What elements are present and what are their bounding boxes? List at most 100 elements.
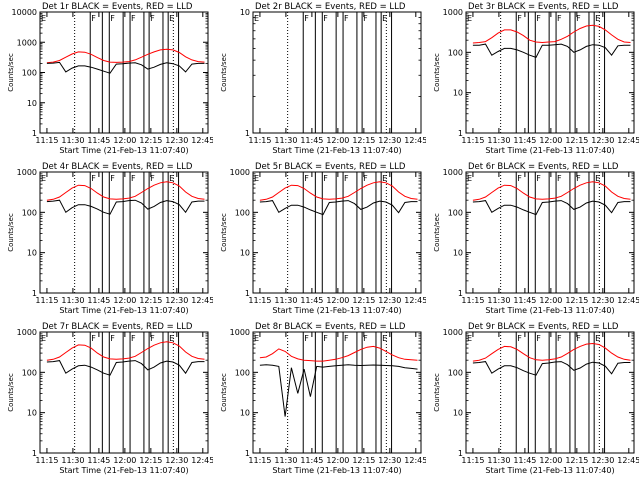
- series-line: [259, 181, 418, 201]
- interval-band: [593, 331, 606, 454]
- x-tick-label: 12:15: [139, 296, 162, 305]
- y-tick-label: 1: [245, 449, 250, 458]
- band-label: F: [517, 14, 522, 23]
- x-tick-label: 12:30: [591, 456, 614, 465]
- band-label: E: [254, 334, 259, 343]
- interval-band: [129, 171, 145, 294]
- interval-band: [148, 171, 164, 294]
- band-label: F: [363, 334, 368, 343]
- x-tick-label: 12:45: [617, 296, 639, 305]
- y-tick-label: 1: [32, 129, 37, 138]
- x-tick-label: 11:30: [274, 136, 297, 145]
- interval-band: [167, 331, 180, 454]
- band-label: F: [344, 174, 349, 183]
- x-axis-label: Start Time (21-Feb-13 11:07:40): [485, 306, 614, 315]
- x-tick-label: 12:15: [352, 296, 375, 305]
- y-tick-label: 1: [245, 129, 250, 138]
- x-tick-label: 12:30: [165, 136, 188, 145]
- band-label: F: [131, 174, 136, 183]
- plot-frame: [39, 331, 209, 454]
- y-tick-label: 1: [458, 129, 463, 138]
- chart-title: Det 5r BLACK = Events, RED = LLD: [255, 162, 406, 172]
- x-tick-label: 12:00: [113, 136, 136, 145]
- x-tick-label: 11:30: [274, 456, 297, 465]
- interval-band: [380, 331, 393, 454]
- y-axis-label: Counts/sec: [7, 213, 15, 252]
- plot-frame: [252, 11, 422, 134]
- x-tick-label: 11:15: [35, 456, 58, 465]
- x-tick-label: 11:15: [248, 456, 271, 465]
- y-tick-label: 1: [245, 289, 250, 298]
- x-axis-label: Start Time (21-Feb-13 11:07:40): [272, 146, 401, 155]
- series-line: [46, 181, 205, 201]
- y-tick-label: 10: [240, 409, 250, 418]
- chart-title: Det 7r BLACK = Events, RED = LLD: [42, 322, 193, 332]
- x-tick-label: 12:30: [378, 456, 401, 465]
- series-line: [472, 24, 631, 44]
- interval-band: [302, 331, 316, 454]
- interval-band: [342, 11, 358, 134]
- y-tick-label: 100: [22, 208, 37, 217]
- interval-band: [148, 331, 164, 454]
- band-label: F: [91, 14, 96, 23]
- band-label: F: [344, 14, 349, 23]
- detector-panel: Det 8r BLACK = Events, RED = LLD F F F F E E 1 1…: [213, 320, 426, 480]
- y-axis-label: Counts/sec: [220, 213, 228, 252]
- x-tick-label: 12:15: [139, 136, 162, 145]
- x-tick-label: 11:45: [300, 456, 323, 465]
- x-tick-label: 12:45: [617, 456, 639, 465]
- band-label: F: [150, 14, 155, 23]
- band-label: E: [169, 14, 174, 23]
- band-label: F: [304, 174, 309, 183]
- x-tick-label: 11:15: [461, 296, 484, 305]
- interval-band: [321, 171, 337, 294]
- band-label: F: [304, 14, 309, 23]
- band-label: E: [595, 14, 600, 23]
- interval-band: [574, 331, 590, 454]
- interval-band: [593, 171, 606, 294]
- band-label: F: [131, 334, 136, 343]
- plot-frame: [252, 171, 422, 294]
- y-tick-label: 10: [27, 249, 37, 258]
- series-line: [46, 199, 205, 215]
- band-label: F: [150, 174, 155, 183]
- x-tick-label: 12:45: [404, 136, 426, 145]
- interval-band: [148, 11, 164, 134]
- interval-band: [534, 331, 550, 454]
- x-tick-label: 12:45: [404, 296, 426, 305]
- y-tick-label: 1000: [230, 168, 250, 177]
- band-label: F: [536, 334, 541, 343]
- x-tick-label: 11:15: [248, 296, 271, 305]
- x-tick-label: 12:15: [565, 296, 588, 305]
- plot-frame: [252, 331, 422, 454]
- y-tick-label: 1000: [17, 328, 37, 337]
- band-label: E: [41, 334, 46, 343]
- x-axis-label: Start Time (21-Feb-13 11:07:40): [272, 306, 401, 315]
- band-label: F: [344, 334, 349, 343]
- y-tick-label: 100: [235, 208, 250, 217]
- x-tick-label: 12:00: [326, 136, 349, 145]
- series-line: [472, 200, 631, 216]
- x-tick-label: 12:45: [191, 296, 213, 305]
- x-tick-label: 11:45: [513, 456, 536, 465]
- y-axis-label: Counts/sec: [7, 53, 15, 92]
- band-label: E: [382, 174, 387, 183]
- y-tick-label: 10: [240, 249, 250, 258]
- x-tick-label: 12:30: [378, 296, 401, 305]
- interval-band: [129, 11, 145, 134]
- x-tick-label: 12:30: [165, 296, 188, 305]
- band-label: F: [557, 334, 562, 343]
- x-tick-label: 11:45: [300, 136, 323, 145]
- x-tick-label: 12:30: [165, 456, 188, 465]
- series-line: [46, 61, 205, 74]
- detector-panel: Det 5r BLACK = Events, RED = LLD F F F F E E 1 1…: [213, 160, 426, 320]
- y-tick-label: 100: [448, 368, 463, 377]
- band-label: E: [254, 14, 259, 23]
- y-tick-label: 1: [32, 449, 37, 458]
- x-tick-label: 12:00: [539, 296, 562, 305]
